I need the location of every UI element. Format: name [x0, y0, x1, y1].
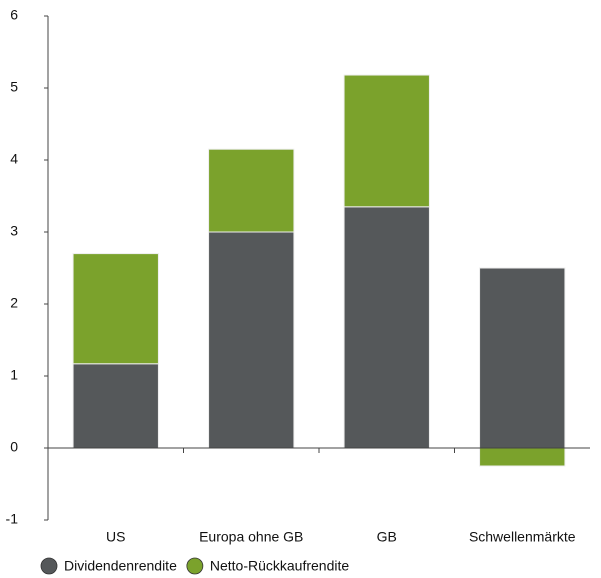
bar-segment: [72, 253, 159, 365]
y-tick-label: 4: [10, 151, 18, 167]
x-tick-label: GB: [377, 529, 397, 545]
y-tick-label: 6: [10, 7, 18, 23]
x-tick-label: Europa ohne GB: [199, 529, 303, 545]
y-tick-label: 1: [10, 367, 18, 383]
y-tick-label: 0: [10, 439, 18, 455]
legend-swatch: [40, 557, 58, 575]
bar-segment: [479, 267, 566, 449]
legend-label: Netto-Rückkaufrendite: [210, 558, 350, 574]
y-tick-label: 5: [10, 79, 18, 95]
bar-segment: [343, 74, 430, 208]
y-tick-label: 3: [10, 223, 18, 239]
y-tick-label: -1: [6, 511, 19, 527]
legend-swatch: [186, 557, 204, 575]
x-tick-label: Schwellenmärkte: [469, 529, 576, 545]
bar-segment: [343, 206, 430, 449]
bar-segment: [208, 231, 295, 449]
bar-segment: [479, 447, 566, 467]
bar-segment: [72, 363, 159, 449]
x-tick-label: US: [106, 529, 125, 545]
y-tick-label: 2: [10, 295, 18, 311]
legend-label: Dividendenrendite: [64, 558, 177, 574]
bar-segment: [208, 148, 295, 233]
